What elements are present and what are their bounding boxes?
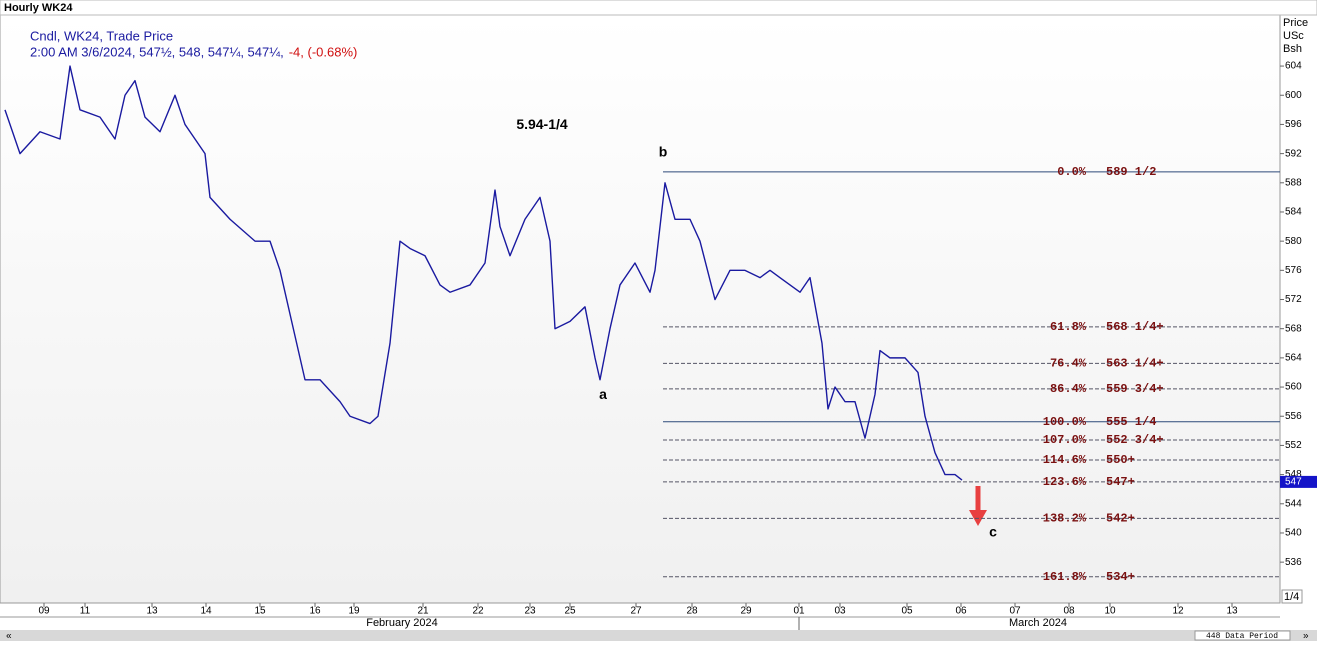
- x-tick-label: 22: [472, 606, 484, 617]
- scrollbar[interactable]: [0, 630, 1317, 641]
- y-tick-label: 536: [1285, 557, 1302, 568]
- fib-pct: 161.8%: [1043, 570, 1087, 584]
- corner-label: 1/4: [1284, 591, 1299, 603]
- x-tick-label: 09: [38, 606, 50, 617]
- wave-label: c: [989, 524, 997, 540]
- fib-price: 550+: [1106, 453, 1135, 467]
- x-tick-label: 03: [834, 606, 846, 617]
- fib-pct: 138.2%: [1043, 512, 1087, 526]
- scroll-thumb[interactable]: [1194, 630, 1291, 641]
- fib-pct: 123.6%: [1043, 475, 1087, 489]
- x-tick-label: 12: [1172, 606, 1184, 617]
- x-tick-label: 25: [564, 606, 576, 617]
- month-label: February 2024: [366, 617, 438, 629]
- y-tick-label: 580: [1285, 236, 1302, 247]
- y-tick-label: 600: [1285, 90, 1302, 101]
- fib-price: 568 1/4+: [1106, 320, 1164, 334]
- last-price-box: [1280, 475, 1317, 488]
- fib-price: 534+: [1106, 570, 1135, 584]
- x-tick-label: 28: [686, 606, 698, 617]
- info-line: 2:00 AM 3/6/2024, 547½, 548, 547¼, 547¼,: [30, 44, 284, 59]
- y-tick-label: 584: [1285, 207, 1302, 218]
- x-tick-label: 13: [1226, 606, 1238, 617]
- x-tick-label: 13: [146, 606, 158, 617]
- fib-pct: 76.4%: [1050, 357, 1087, 371]
- x-tick-label: 27: [630, 606, 642, 617]
- y-tick-label: 596: [1285, 119, 1302, 130]
- fib-price: 552 3/4+: [1106, 433, 1164, 447]
- fib-pct: 114.6%: [1043, 453, 1087, 467]
- x-tick-label: 06: [955, 606, 967, 617]
- axis-header: Price: [1283, 17, 1308, 29]
- change: -4, (-0.68%): [289, 44, 358, 59]
- title-bar: [0, 0, 1317, 16]
- y-tick-label: 564: [1285, 353, 1302, 364]
- y-tick-label: 552: [1285, 440, 1302, 451]
- wave-label: b: [659, 144, 668, 160]
- legend-line: Cndl, WK24, Trade Price: [30, 28, 173, 43]
- x-tick-label: 05: [901, 606, 913, 617]
- y-tick-label: 556: [1285, 411, 1302, 422]
- fib-pct: 0.0%: [1057, 165, 1087, 179]
- window-title: Hourly WK24: [4, 2, 73, 14]
- y-tick-label: 604: [1285, 61, 1302, 72]
- x-tick-label: 29: [740, 606, 752, 617]
- x-tick-label: 14: [200, 606, 212, 617]
- fib-price: 542+: [1106, 512, 1135, 526]
- x-tick-label: 15: [254, 606, 266, 617]
- wave-label: 5.94-1/4: [516, 116, 568, 132]
- fib-price: 563 1/4+: [1106, 357, 1164, 371]
- plot-area: [0, 14, 1281, 604]
- month-label: March 2024: [1009, 617, 1067, 629]
- last-price-label: 547: [1285, 477, 1302, 488]
- scroll-left[interactable]: «: [6, 631, 12, 642]
- axis-header: Bsh: [1283, 43, 1302, 55]
- fib-pct: 61.8%: [1050, 320, 1087, 334]
- y-tick-label: 588: [1285, 177, 1302, 188]
- y-tick-label: 540: [1285, 528, 1302, 539]
- fib-price: 559 3/4+: [1106, 382, 1164, 396]
- wave-label: a: [599, 386, 607, 402]
- y-tick-label: 592: [1285, 148, 1302, 159]
- x-tick-label: 10: [1104, 606, 1116, 617]
- fib-pct: 86.4%: [1050, 382, 1087, 396]
- axis-header: USc: [1283, 30, 1304, 42]
- price-line: [4, 65, 963, 481]
- x-tick-label: 08: [1063, 606, 1075, 617]
- x-tick-label: 16: [309, 606, 321, 617]
- fib-price: 589 1/2: [1106, 165, 1156, 179]
- y-tick-label: 572: [1285, 294, 1302, 305]
- fib-pct: 107.0%: [1043, 433, 1087, 447]
- y-tick-label: 568: [1285, 323, 1302, 334]
- y-tick-label: 548: [1285, 469, 1302, 480]
- y-tick-label: 544: [1285, 498, 1302, 509]
- corner-box: [1281, 589, 1303, 604]
- x-tick-label: 01: [793, 606, 805, 617]
- scroll-label: 448 Data Period: [1206, 632, 1278, 641]
- x-tick-label: 19: [348, 606, 360, 617]
- y-tick-label: 560: [1285, 382, 1302, 393]
- fib-pct: 100.0%: [1043, 415, 1087, 429]
- x-tick-label: 07: [1009, 606, 1021, 617]
- x-tick-label: 11: [80, 606, 91, 617]
- y-tick-label: 576: [1285, 265, 1302, 276]
- scroll-right[interactable]: »: [1303, 631, 1309, 642]
- fib-price: 547+: [1106, 475, 1135, 489]
- fib-price: 555 1/4: [1106, 415, 1156, 429]
- x-tick-label: 21: [417, 606, 429, 617]
- x-tick-label: 23: [524, 606, 536, 617]
